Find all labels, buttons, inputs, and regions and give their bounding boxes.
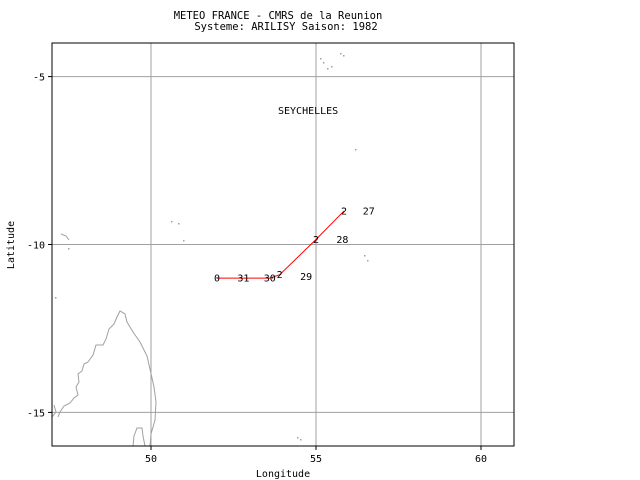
island-dot	[171, 221, 173, 223]
island-dot	[331, 66, 333, 68]
track-point-label: 2	[277, 270, 283, 281]
island-dot	[355, 149, 357, 151]
island-dot	[340, 53, 342, 55]
island-dot	[320, 58, 322, 60]
region-label-seychelles: SEYCHELLES	[278, 106, 338, 117]
map-frame	[51, 42, 515, 447]
tick-label-lon-60: 60	[475, 454, 487, 465]
track-line	[217, 210, 345, 279]
island-dot	[367, 260, 369, 262]
madagascar-south-coast	[132, 427, 146, 447]
island-dot	[178, 223, 180, 225]
tick-label-lon-55: 55	[310, 454, 322, 465]
island-dot	[68, 248, 70, 250]
track-day-label: 27	[363, 206, 375, 217]
map-subtitle: Systeme: ARILISY Saison: 1982	[194, 21, 377, 33]
tick-label-lon-50: 50	[145, 454, 157, 465]
island-dot	[327, 68, 329, 70]
track-point-label: 30	[264, 274, 276, 285]
track-day-label: 29	[300, 272, 312, 283]
island-dot	[297, 437, 299, 439]
tick-label-lat--10: -10	[27, 241, 45, 252]
track-point-label: 2	[341, 206, 347, 217]
island-dot	[343, 55, 345, 57]
island-cluster-west	[60, 233, 70, 241]
lat-lon-grid	[52, 43, 514, 446]
y-axis-label: Latitude	[6, 221, 17, 269]
island-dot	[55, 297, 57, 299]
tick-label-lat--5: -5	[33, 73, 45, 84]
island-dot	[300, 439, 302, 441]
island-dot	[364, 255, 366, 257]
coastline	[51, 53, 369, 447]
coast-fragment-west	[51, 404, 57, 418]
axis-ticks: 50 55 60 -5 -10 -15	[27, 73, 487, 465]
track-point-label: 31	[237, 274, 249, 285]
map-title: METEO FRANCE - CMRS de la Reunion	[174, 10, 383, 22]
tick-label-lat--15: -15	[27, 408, 45, 419]
track-day-label: 28	[336, 235, 348, 246]
madagascar-coast	[57, 310, 157, 447]
island-dot	[323, 62, 325, 64]
x-axis-label: Longitude	[256, 469, 310, 480]
island-dot	[183, 240, 185, 242]
track-point-label: 0	[214, 274, 220, 285]
track-point-label: 2	[313, 235, 319, 246]
